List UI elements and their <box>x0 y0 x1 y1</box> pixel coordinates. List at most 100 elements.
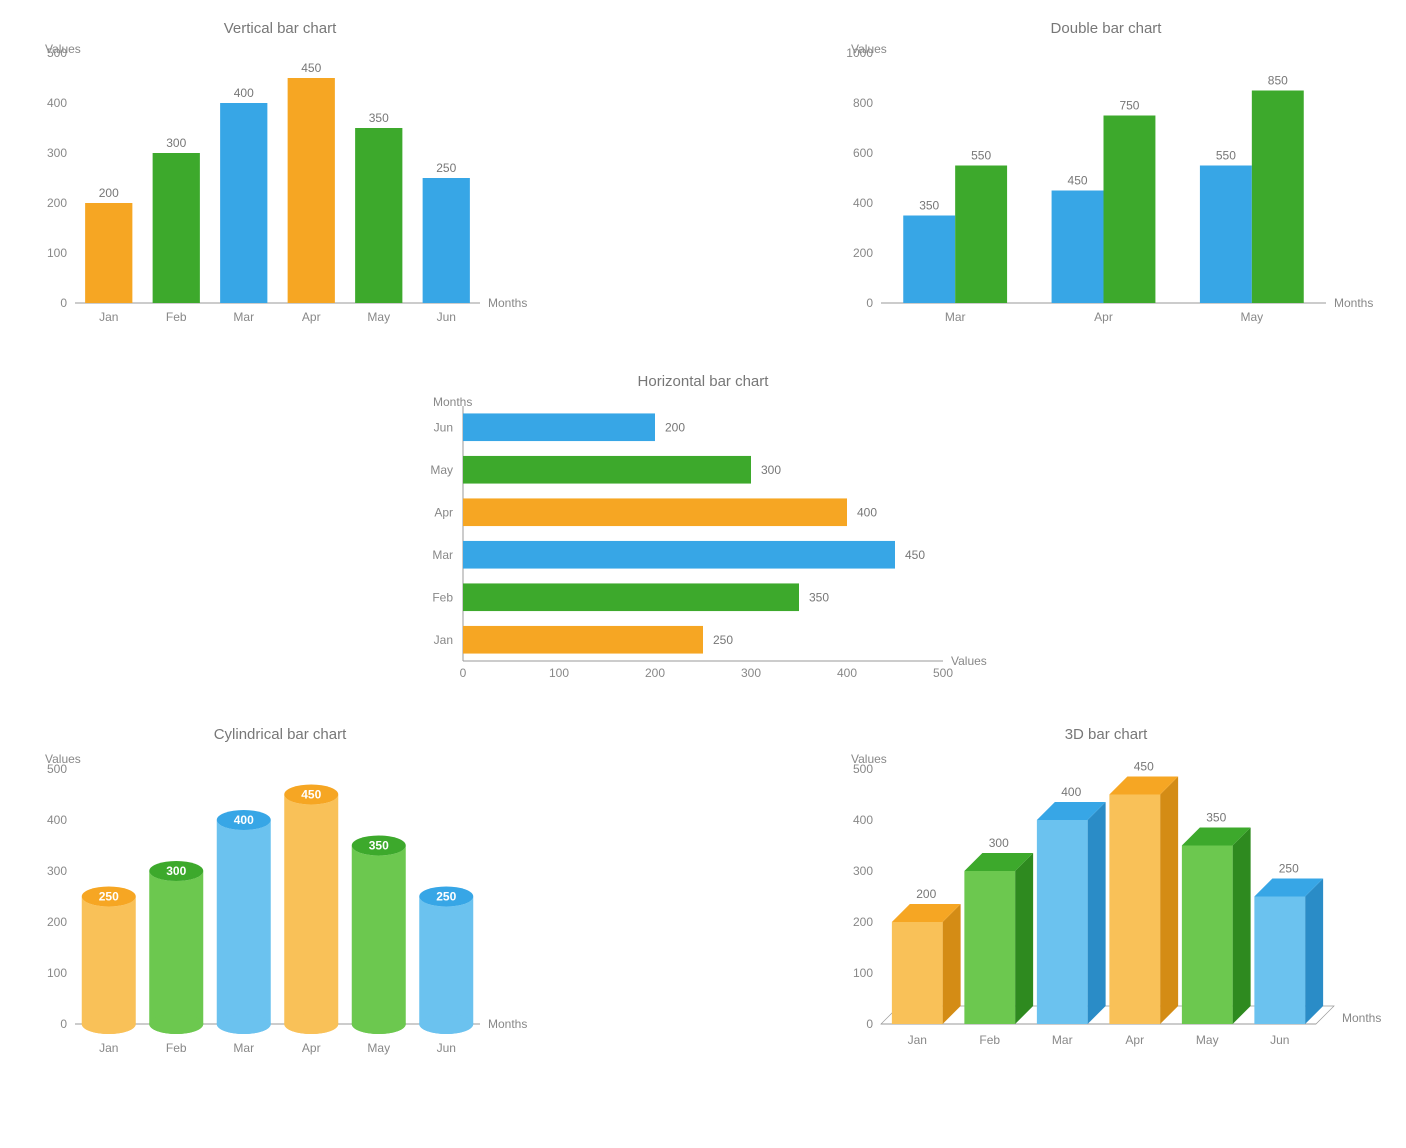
svg-text:800: 800 <box>853 96 873 110</box>
svg-text:100: 100 <box>853 966 873 980</box>
svg-text:750: 750 <box>1119 99 1139 113</box>
svg-text:Mar: Mar <box>945 310 966 324</box>
svg-text:550: 550 <box>1216 149 1236 163</box>
svg-text:400: 400 <box>853 813 873 827</box>
svg-text:400: 400 <box>837 666 857 680</box>
svg-text:250: 250 <box>99 890 119 904</box>
svg-text:400: 400 <box>47 96 67 110</box>
svg-text:Feb: Feb <box>979 1033 1000 1047</box>
svg-text:Jun: Jun <box>1270 1033 1289 1047</box>
svg-text:0: 0 <box>60 1017 67 1031</box>
svg-text:350: 350 <box>919 199 939 213</box>
svg-text:Apr: Apr <box>1094 310 1113 324</box>
row-2: Horizontal bar chart 0100200300400500200… <box>20 373 1386 696</box>
svg-text:Months: Months <box>1334 296 1373 310</box>
svg-text:100: 100 <box>47 966 67 980</box>
svg-text:Apr: Apr <box>302 1041 321 1055</box>
svg-text:300: 300 <box>166 136 186 150</box>
svg-text:200: 200 <box>47 196 67 210</box>
chart-title: Cylindrical bar chart <box>20 726 540 743</box>
svg-text:500: 500 <box>933 666 953 680</box>
svg-text:May: May <box>367 310 390 324</box>
svg-text:600: 600 <box>853 146 873 160</box>
svg-text:200: 200 <box>645 666 665 680</box>
svg-text:Jan: Jan <box>908 1033 927 1047</box>
svg-text:350: 350 <box>809 590 829 604</box>
vertical-bar-svg: 1002003004005000200Jan300Feb400Mar450Apr… <box>20 43 540 343</box>
svg-text:400: 400 <box>853 196 873 210</box>
svg-text:0: 0 <box>866 1017 873 1031</box>
svg-text:250: 250 <box>436 890 456 904</box>
svg-text:350: 350 <box>1206 811 1226 825</box>
svg-text:300: 300 <box>166 864 186 878</box>
svg-text:250: 250 <box>436 161 456 175</box>
svg-text:Jan: Jan <box>434 633 453 647</box>
svg-text:Jan: Jan <box>99 1041 118 1055</box>
double-bar-svg: 20040060080010000350550Mar450750Apr55085… <box>826 43 1386 343</box>
svg-text:Values: Values <box>851 43 887 56</box>
svg-text:Feb: Feb <box>432 590 453 604</box>
svg-text:Apr: Apr <box>434 505 453 519</box>
svg-text:Values: Values <box>45 43 81 56</box>
svg-text:400: 400 <box>1061 785 1081 799</box>
svg-text:Values: Values <box>45 752 81 766</box>
svg-text:May: May <box>367 1041 390 1055</box>
svg-text:Mar: Mar <box>432 548 453 562</box>
cylindrical-bar-chart: Cylindrical bar chart 100200300400500025… <box>20 726 540 1069</box>
svg-text:300: 300 <box>853 864 873 878</box>
svg-text:450: 450 <box>301 788 321 802</box>
svg-text:300: 300 <box>761 463 781 477</box>
svg-text:May: May <box>1240 310 1263 324</box>
chart-title: 3D bar chart <box>826 726 1386 743</box>
svg-text:100: 100 <box>549 666 569 680</box>
svg-text:850: 850 <box>1268 74 1288 88</box>
svg-text:Months: Months <box>433 396 472 409</box>
svg-text:Mar: Mar <box>1052 1033 1073 1047</box>
svg-text:450: 450 <box>301 61 321 75</box>
svg-text:Months: Months <box>1342 1011 1381 1025</box>
svg-text:350: 350 <box>369 839 389 853</box>
double-bar-chart: Double bar chart 20040060080010000350550… <box>826 20 1386 343</box>
svg-text:Apr: Apr <box>1125 1033 1144 1047</box>
svg-text:400: 400 <box>234 813 254 827</box>
three-d-bar-svg: 1002003004005000200Jan300Feb400Mar450Apr… <box>826 749 1386 1069</box>
chart-title: Double bar chart <box>826 20 1386 37</box>
svg-text:550: 550 <box>971 149 991 163</box>
row-3: Cylindrical bar chart 100200300400500025… <box>20 726 1386 1069</box>
svg-text:Months: Months <box>488 296 527 310</box>
svg-text:May: May <box>1196 1033 1219 1047</box>
svg-text:450: 450 <box>1068 174 1088 188</box>
svg-text:300: 300 <box>989 836 1009 850</box>
svg-text:Values: Values <box>951 654 987 668</box>
svg-text:400: 400 <box>857 505 877 519</box>
svg-text:Mar: Mar <box>233 1041 254 1055</box>
svg-text:200: 200 <box>47 915 67 929</box>
horizontal-bar-chart: Horizontal bar chart 0100200300400500200… <box>393 373 1013 696</box>
svg-text:200: 200 <box>853 915 873 929</box>
svg-text:300: 300 <box>47 146 67 160</box>
svg-text:200: 200 <box>99 186 119 200</box>
vertical-bar-chart: Vertical bar chart 1002003004005000200Ja… <box>20 20 540 343</box>
svg-text:200: 200 <box>853 246 873 260</box>
svg-text:450: 450 <box>905 548 925 562</box>
svg-text:0: 0 <box>60 296 67 310</box>
cylindrical-bar-svg: 1002003004005000250Jan300Feb400Mar450Apr… <box>20 749 540 1069</box>
svg-text:0: 0 <box>460 666 467 680</box>
svg-text:250: 250 <box>713 633 733 647</box>
svg-text:Jan: Jan <box>99 310 118 324</box>
svg-text:450: 450 <box>1134 760 1154 774</box>
svg-text:Jun: Jun <box>434 420 453 434</box>
three-d-bar-chart: 3D bar chart 1002003004005000200Jan300Fe… <box>826 726 1386 1069</box>
svg-text:Mar: Mar <box>233 310 254 324</box>
svg-text:Feb: Feb <box>166 310 187 324</box>
svg-text:100: 100 <box>47 246 67 260</box>
chart-title: Vertical bar chart <box>20 20 540 37</box>
svg-text:300: 300 <box>741 666 761 680</box>
svg-text:Jun: Jun <box>437 1041 456 1055</box>
svg-text:200: 200 <box>665 420 685 434</box>
svg-text:Apr: Apr <box>302 310 321 324</box>
svg-text:Jun: Jun <box>437 310 456 324</box>
svg-text:400: 400 <box>234 86 254 100</box>
svg-text:400: 400 <box>47 813 67 827</box>
svg-text:350: 350 <box>369 111 389 125</box>
